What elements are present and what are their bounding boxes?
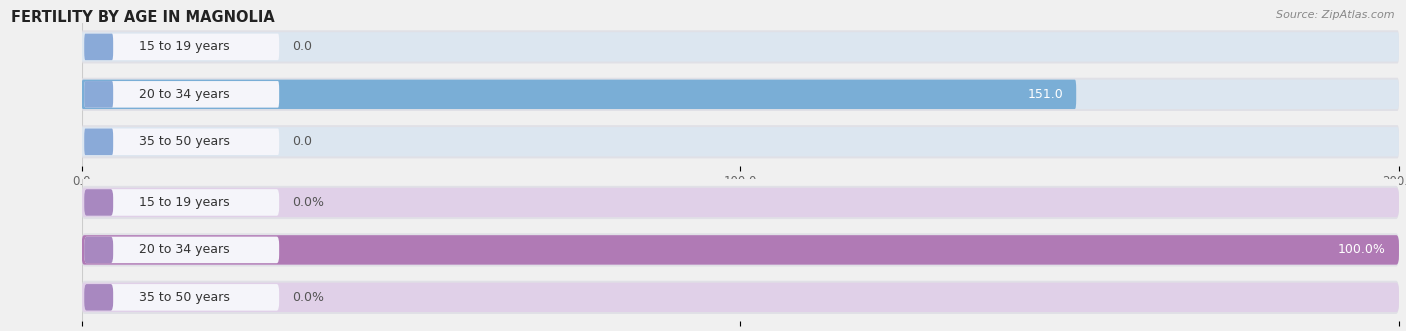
FancyBboxPatch shape (84, 189, 280, 216)
FancyBboxPatch shape (84, 81, 280, 108)
Text: 15 to 19 years: 15 to 19 years (139, 40, 231, 53)
Text: 15 to 19 years: 15 to 19 years (139, 196, 231, 209)
Text: 151.0: 151.0 (1028, 88, 1063, 101)
FancyBboxPatch shape (82, 283, 1399, 312)
FancyBboxPatch shape (82, 235, 1399, 264)
FancyBboxPatch shape (82, 281, 1399, 314)
Text: 20 to 34 years: 20 to 34 years (139, 243, 231, 257)
FancyBboxPatch shape (84, 34, 112, 60)
FancyBboxPatch shape (82, 188, 1399, 217)
Text: 100.0%: 100.0% (1339, 243, 1386, 257)
Text: 0.0%: 0.0% (292, 291, 325, 304)
Text: 35 to 50 years: 35 to 50 years (139, 291, 231, 304)
FancyBboxPatch shape (84, 284, 280, 310)
FancyBboxPatch shape (84, 128, 280, 155)
FancyBboxPatch shape (82, 30, 1399, 64)
FancyBboxPatch shape (84, 189, 112, 216)
FancyBboxPatch shape (84, 81, 112, 108)
FancyBboxPatch shape (82, 127, 1399, 157)
FancyBboxPatch shape (84, 34, 280, 60)
FancyBboxPatch shape (82, 125, 1399, 159)
FancyBboxPatch shape (82, 80, 1076, 109)
Text: 20 to 34 years: 20 to 34 years (139, 88, 231, 101)
FancyBboxPatch shape (82, 233, 1399, 266)
FancyBboxPatch shape (84, 284, 112, 310)
Text: 0.0%: 0.0% (292, 196, 325, 209)
Text: FERTILITY BY AGE IN MAGNOLIA: FERTILITY BY AGE IN MAGNOLIA (11, 10, 276, 25)
Text: 35 to 50 years: 35 to 50 years (139, 135, 231, 148)
Text: Source: ZipAtlas.com: Source: ZipAtlas.com (1277, 10, 1395, 20)
FancyBboxPatch shape (84, 237, 280, 263)
Text: 0.0: 0.0 (292, 135, 312, 148)
FancyBboxPatch shape (84, 237, 112, 263)
FancyBboxPatch shape (84, 128, 112, 155)
Text: 0.0: 0.0 (292, 40, 312, 53)
FancyBboxPatch shape (82, 78, 1399, 111)
FancyBboxPatch shape (82, 80, 1399, 109)
FancyBboxPatch shape (82, 235, 1399, 264)
FancyBboxPatch shape (82, 32, 1399, 62)
FancyBboxPatch shape (82, 186, 1399, 219)
